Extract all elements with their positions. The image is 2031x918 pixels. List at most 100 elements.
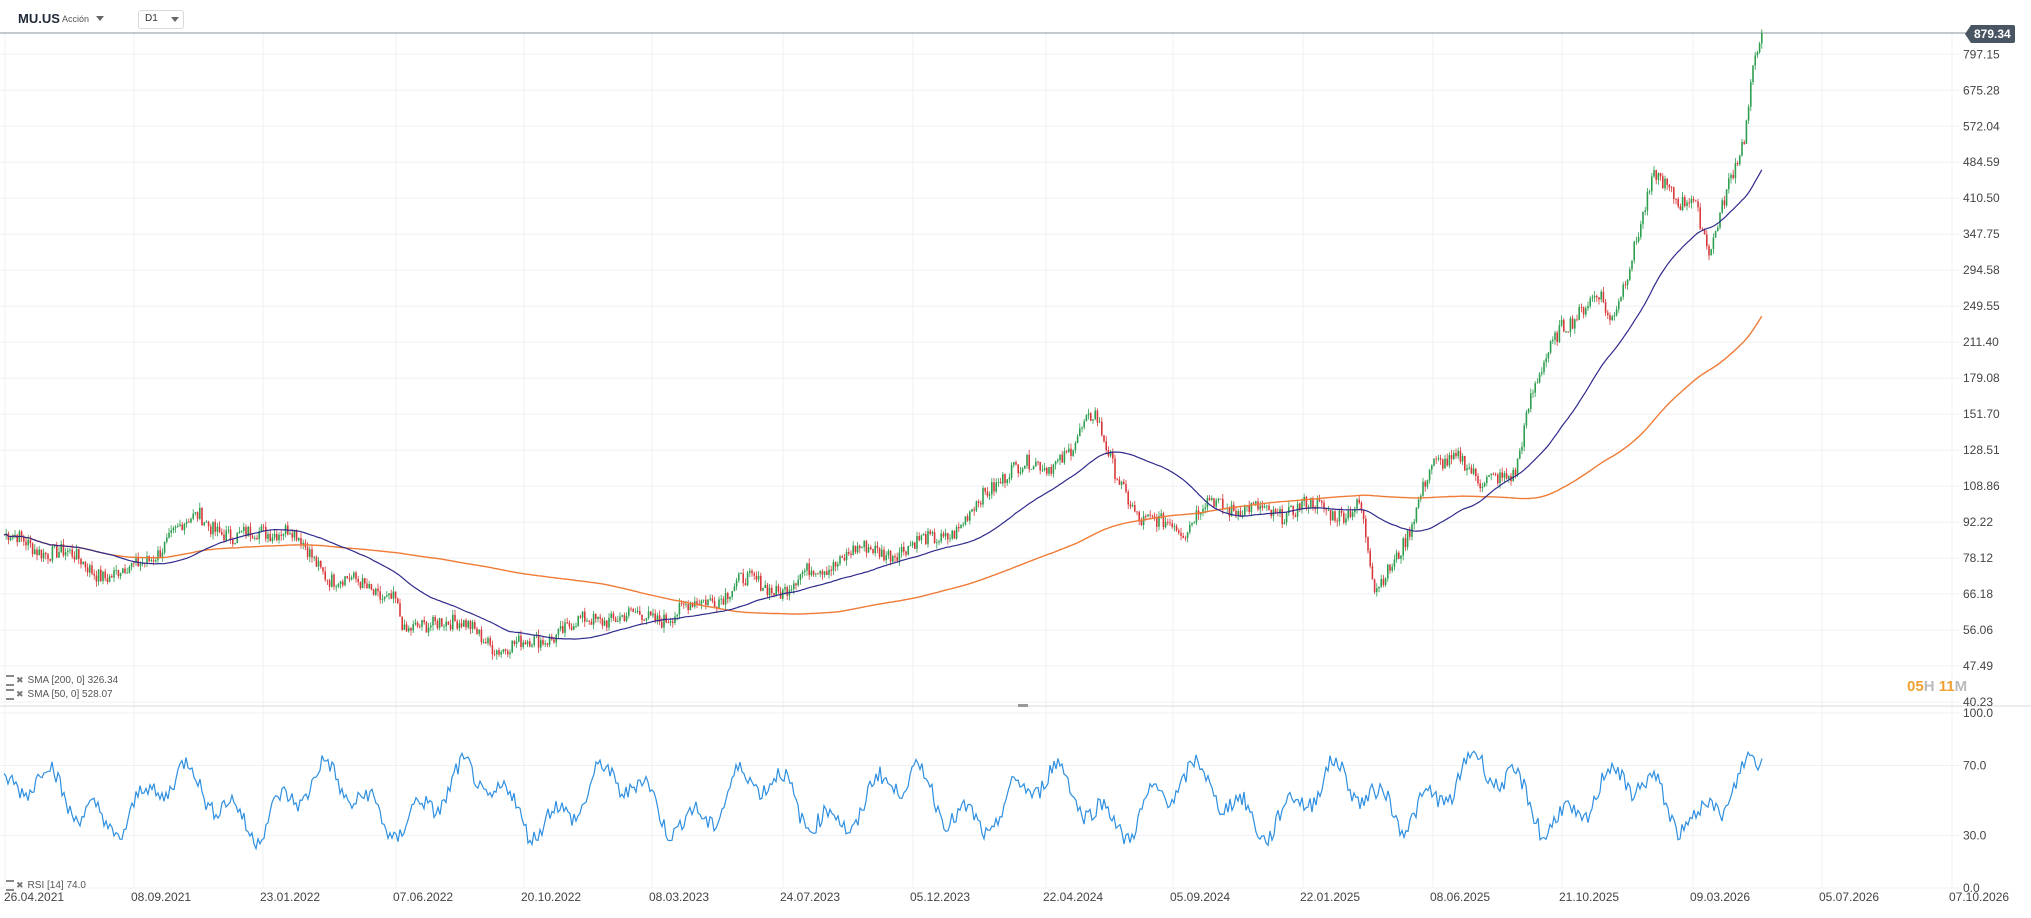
candle-body xyxy=(1527,409,1530,413)
candle-body xyxy=(1433,458,1435,466)
candle-body xyxy=(106,578,109,582)
candle-body xyxy=(1417,499,1420,508)
candle-body xyxy=(980,503,982,505)
candle-body xyxy=(1171,523,1173,527)
symbol-dropdown-chevron-icon[interactable] xyxy=(96,16,104,21)
candle-body xyxy=(1431,465,1433,470)
candle-body xyxy=(1021,468,1024,472)
candle-body xyxy=(984,488,986,492)
y-tick-label: 78.12 xyxy=(1963,551,1993,565)
candle-body xyxy=(1354,508,1356,513)
candle-body xyxy=(621,615,623,617)
candle-body xyxy=(936,542,938,544)
candle-body xyxy=(1532,392,1534,394)
candle-body xyxy=(1294,515,1297,517)
candle-body xyxy=(84,561,87,568)
timer-hours-unit: H xyxy=(1923,678,1935,695)
candle-body xyxy=(1017,464,1019,474)
candle-body xyxy=(1338,510,1341,522)
remove-x-icon[interactable]: ✖ xyxy=(16,689,24,700)
candle-body xyxy=(537,634,540,648)
candle-body xyxy=(830,569,832,571)
candle-body xyxy=(1237,511,1239,516)
candle-body xyxy=(1186,532,1189,539)
candle-body xyxy=(489,638,491,645)
candle-body xyxy=(1105,441,1107,451)
legend-sma50[interactable]: ✖ SMA [50, 0] 528.07 xyxy=(6,689,113,700)
candle-body xyxy=(115,570,117,571)
candle-body xyxy=(672,621,674,623)
candle-body xyxy=(878,548,881,557)
candle-body xyxy=(771,587,773,594)
remove-x-icon[interactable]: ✖ xyxy=(16,675,24,686)
legend-sma200[interactable]: ✖ SMA [200, 0] 326.34 xyxy=(6,675,118,686)
candle-body xyxy=(166,537,168,543)
candle-body xyxy=(133,562,135,564)
timeframe-select[interactable]: D1 xyxy=(138,10,184,29)
candle-body xyxy=(355,572,357,580)
candle-body xyxy=(597,616,599,619)
candle-body xyxy=(1567,331,1569,333)
candle-body xyxy=(1057,460,1059,462)
candle-body xyxy=(381,599,384,600)
remove-x-icon[interactable]: ✖ xyxy=(16,880,24,891)
candle-body xyxy=(1543,362,1545,373)
candle-body xyxy=(1455,453,1457,457)
candle-body xyxy=(207,521,210,527)
candle-body xyxy=(291,533,293,538)
candle-body xyxy=(1327,509,1330,511)
candle-body xyxy=(23,537,25,542)
candle-body xyxy=(529,641,531,647)
candle-body xyxy=(53,545,56,547)
candle-body xyxy=(1120,481,1123,485)
candle-body xyxy=(1343,512,1345,523)
sma50-line xyxy=(3,169,1763,640)
candle-body xyxy=(458,623,461,629)
candle-body xyxy=(383,596,386,600)
candle-body xyxy=(766,584,769,596)
symbol-label[interactable]: MU.US xyxy=(18,11,60,26)
candle-body xyxy=(731,591,733,597)
candle-body xyxy=(1145,516,1147,518)
candle-body xyxy=(322,567,324,572)
candle-body xyxy=(1552,339,1554,342)
candle-countdown: 05H 11M xyxy=(1907,678,1967,695)
candle-body xyxy=(1010,464,1013,478)
candle-body xyxy=(1756,52,1759,56)
candle-body xyxy=(592,613,595,625)
candle-body xyxy=(146,556,148,563)
candle-body xyxy=(1173,526,1176,528)
settings-list-icon[interactable] xyxy=(6,675,14,686)
y-tick-label: 47.49 xyxy=(1963,659,1993,673)
candle-body xyxy=(29,539,32,544)
candle-body xyxy=(531,645,533,647)
candle-body xyxy=(933,532,936,544)
candle-body xyxy=(718,599,720,608)
candle-body xyxy=(157,550,159,561)
candle-body xyxy=(687,604,689,611)
candle-body xyxy=(962,524,964,526)
timer-minutes-unit: M xyxy=(1954,678,1968,695)
candle-body xyxy=(438,618,441,628)
candle-body xyxy=(685,604,687,606)
candle-body xyxy=(683,603,685,605)
candle-body xyxy=(320,560,322,568)
candle-body xyxy=(280,534,282,536)
panel-resize-handle xyxy=(1018,704,1028,707)
legend-rsi[interactable]: ✖ RSI [14] 74.0 xyxy=(6,880,86,891)
x-tick-label: 20.10.2022 xyxy=(521,890,581,904)
settings-list-icon[interactable] xyxy=(6,689,14,700)
candle-body xyxy=(872,549,874,554)
settings-list-icon[interactable] xyxy=(6,880,14,891)
candle-body xyxy=(359,581,362,589)
candle-body xyxy=(1534,383,1536,393)
candle-body xyxy=(1303,496,1305,502)
candle-body xyxy=(1743,142,1745,144)
timeframe-value: D1 xyxy=(145,13,158,24)
candle-body xyxy=(797,579,799,586)
candle-body xyxy=(1065,451,1068,453)
candle-body xyxy=(174,526,177,529)
candle-body xyxy=(1521,446,1523,451)
candle-body xyxy=(837,564,839,567)
